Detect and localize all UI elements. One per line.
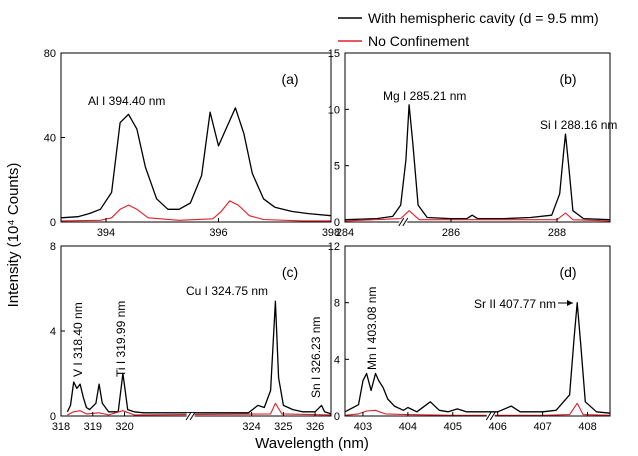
panel-b-annotation-si: Si I 288.16 nm (540, 118, 617, 132)
panel-c-axis-break-mark (185, 411, 192, 421)
panel-c-y-tick-label: 8 (50, 241, 56, 253)
panel-c-series-cavity-line (66, 300, 332, 415)
panel-d-arrow-head (567, 300, 573, 306)
panel-b-y-tick-label: 5 (334, 161, 340, 173)
panel-d-x-tick-label: 404 (399, 421, 417, 433)
panel-a-y-tick-label: 80 (44, 48, 56, 60)
panel-a-annotation-al: Al I 394.40 nm (88, 94, 165, 108)
panel-d-x-tick-label: 406 (489, 421, 507, 433)
legend-label-no-confinement: No Confinement (368, 33, 469, 49)
panel-c-y-tick-label: 0 (50, 411, 56, 423)
legend-label-cavity: With hemispheric cavity (d = 9.5 mm) (368, 10, 599, 26)
y-axis-title: Intensity (10⁴ Counts) (5, 163, 22, 308)
legend: With hemispheric cavity (d = 9.5 mm) No … (338, 10, 599, 49)
panel-d-label: (d) (559, 264, 576, 280)
panel-b-frame (344, 52, 611, 223)
panel-b-x-tick-label: 288 (548, 227, 566, 239)
panel-c-annotation-ti: Ti I 319.99 nm (114, 301, 128, 377)
panel-d-y-tick-label: 8 (334, 298, 340, 310)
panel-b-axis-break-mark (402, 217, 409, 227)
panel-d-series-cavity-line (344, 302, 611, 414)
panel-b-axis-break-mark (398, 217, 405, 227)
panel-d-x-tick-label: 408 (578, 421, 596, 433)
panel-c-x-tick-label: 319 (84, 421, 102, 433)
panel-c-axis-break-gap (186, 413, 195, 419)
panel-d-x-tick-label: 405 (444, 421, 462, 433)
panel-a-y-tick-label: 40 (44, 133, 56, 145)
panel-b-x-tick-label: 286 (442, 227, 460, 239)
panel-c-annotation-sn: Sn I 326.23 nm (309, 317, 323, 398)
panel-a-series-no-confinement-line (60, 200, 331, 222)
panel-d: 403 404 405 406 407 408 0 4 8 12 (d) Mn I 403.08 … (328, 241, 611, 433)
panel-b-series-cavity-line (344, 104, 611, 221)
panel-b: 284 286 288 0 5 10 15 (b) Mg I 285.21 nm Si I … (328, 48, 618, 239)
panel-c-annotation-cu: Cu I 324.75 nm (186, 284, 268, 298)
panel-c-x-tick-label: 325 (274, 421, 292, 433)
panel-a-x-tick-label: 396 (209, 227, 227, 239)
panel-d-frame (344, 245, 611, 417)
panel-c-x-tick-label: 318 (52, 421, 70, 433)
panel-c-series-no-confinement-line (67, 402, 332, 416)
panel-a-series-cavity-line (60, 107, 332, 219)
panel-b-axis-break-gap (399, 219, 408, 225)
panel-d-axis-break-mark (485, 411, 492, 421)
panel-d-series-no-confinement-line (344, 402, 611, 416)
panel-b-series-no-confinement-line (344, 210, 611, 222)
panel-d-annotation-mn: Mn I 403.08 nm (365, 287, 379, 370)
panel-d-x-tick-label: 407 (533, 421, 551, 433)
panel-c-label: (c) (282, 264, 298, 280)
panel-d-axis-break-gap (486, 413, 495, 419)
panel-c-x-tick-label: 326 (306, 421, 324, 433)
panel-b-y-tick-label: 0 (334, 217, 340, 229)
panel-d-y-tick-label: 12 (328, 241, 340, 253)
panel-c-x-tick-label: 320 (115, 421, 133, 433)
x-axis-title: Wavelength (nm) (255, 435, 369, 452)
panel-b-y-tick-label: 15 (328, 48, 340, 60)
panel-b-label: (b) (559, 71, 576, 87)
panel-a-label: (a) (281, 71, 298, 87)
panel-d-axis-break-mark (489, 411, 496, 421)
panel-c-x-tick-label: 324 (242, 421, 260, 433)
panel-d-y-tick-label: 0 (334, 411, 340, 423)
panel-a-x-tick-label: 398 (322, 227, 340, 239)
panel-d-annotation-sr: Sr II 407.77 nm (474, 297, 556, 311)
panel-b-annotation-mg: Mg I 285.21 nm (383, 89, 466, 103)
panel-a-y-tick-label: 0 (50, 217, 56, 229)
panel-c-annotation-v: V I 318.40 nm (71, 302, 85, 377)
panel-c-y-tick-label: 4 (50, 326, 56, 338)
panel-b-x-tick-label: 284 (336, 227, 354, 239)
panel-a-x-tick-label: 394 (97, 227, 115, 239)
panel-c-axis-break-mark (189, 411, 196, 421)
panel-b-y-tick-label: 10 (328, 104, 340, 116)
panel-d-y-tick-label: 4 (334, 354, 340, 366)
panel-d-x-tick-label: 403 (354, 421, 372, 433)
